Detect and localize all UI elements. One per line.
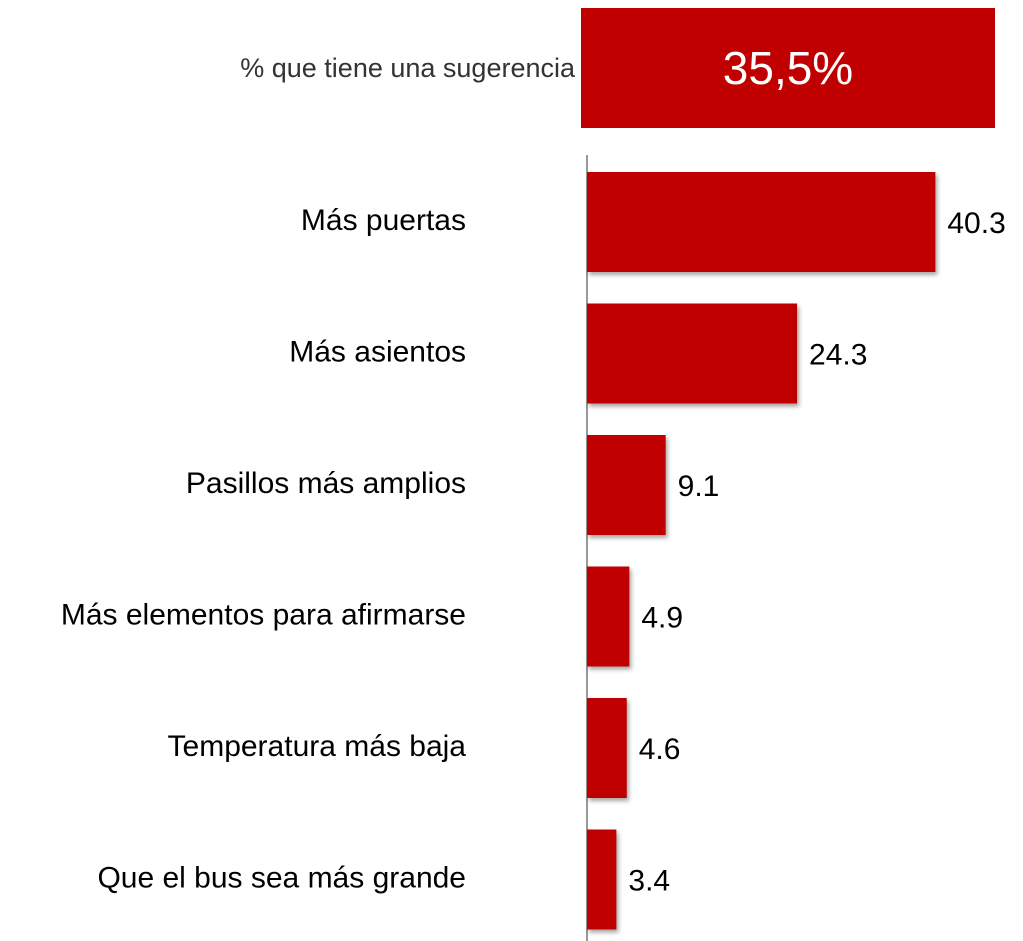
category-label: Más asientos (289, 335, 466, 368)
category-label: Más elementos para afirmarse (61, 598, 466, 631)
bar (587, 829, 617, 930)
bar (587, 303, 798, 404)
value-label: 4.6 (639, 733, 681, 766)
value-label: 3.4 (628, 864, 670, 897)
headline-box (581, 8, 995, 128)
category-label: Pasillos más amplios (186, 467, 466, 500)
bar (587, 698, 627, 798)
value-label: 4.9 (641, 601, 683, 634)
category-label: Temperatura más baja (168, 730, 467, 763)
value-label: 24.3 (809, 338, 867, 371)
bar (587, 435, 666, 535)
headline-label: % que tiene una sugerencia (240, 53, 576, 83)
bar (587, 566, 630, 667)
value-label: 40.3 (947, 207, 1005, 240)
bar (587, 172, 936, 272)
category-label: Que el bus sea más grande (97, 861, 466, 894)
headline-value: 35,5% (723, 42, 853, 94)
category-label: Más puertas (301, 204, 466, 237)
value-label: 9.1 (678, 470, 720, 503)
